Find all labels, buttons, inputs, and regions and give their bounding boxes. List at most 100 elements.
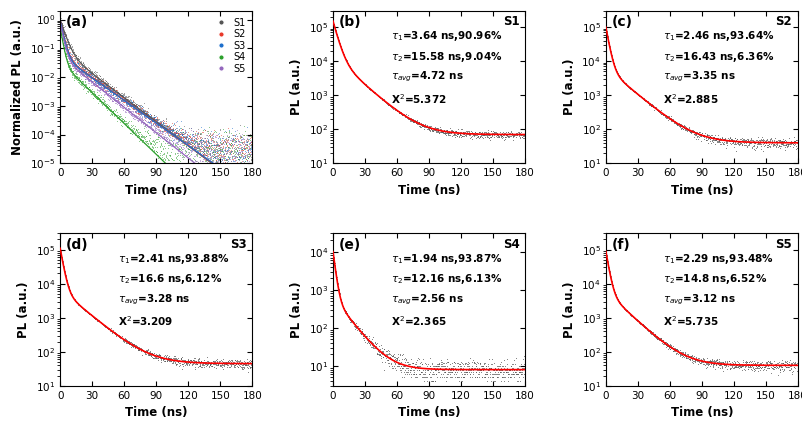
Point [786,140,799,146]
Point [115,122,128,129]
Point [65,54,78,61]
Point [217,158,229,165]
Point [200,137,213,144]
Point [679,351,692,358]
Point [135,135,148,142]
Point [472,359,484,366]
Point [107,108,119,115]
Point [476,130,488,137]
Point [236,147,249,154]
Point [622,84,635,91]
Point [610,291,622,298]
Point [67,74,80,81]
Point [160,123,172,129]
Point [170,117,183,124]
Point [175,129,188,136]
Point [184,360,196,367]
Point [102,80,115,87]
Point [87,88,99,95]
Point [140,127,153,134]
Point [617,304,630,311]
Point [54,16,67,23]
Point [514,132,527,139]
Point [385,359,398,366]
Point [744,135,757,142]
Point [623,84,636,91]
Point [732,361,745,368]
Point [375,95,388,102]
Point [687,129,699,136]
Point [334,44,347,51]
Point [117,95,130,102]
Point [100,84,113,91]
Point [464,364,477,371]
Point [362,338,375,345]
Point [206,358,219,364]
Point [62,59,75,66]
Point [683,355,695,362]
Point [449,133,462,140]
Point [408,117,421,124]
Point [216,361,229,368]
Point [456,366,468,373]
Point [87,70,99,77]
Point [203,150,216,157]
Point [366,343,379,350]
Point [623,310,636,317]
Point [139,135,152,142]
Point [696,131,709,138]
Point [217,138,229,145]
Point [168,131,181,138]
Point [387,358,400,365]
Point [76,305,89,312]
Point [659,111,672,118]
Point [214,146,227,153]
Point [176,139,189,146]
Point [134,136,147,143]
Point [180,358,192,365]
Point [447,366,460,373]
Point [683,123,695,130]
Point [172,356,185,363]
Point [176,153,188,160]
Point [457,130,470,137]
Point [197,147,210,154]
Point [135,346,148,353]
Point [91,76,104,83]
Point [733,140,746,147]
Point [55,249,67,255]
Point [437,128,450,135]
Point [117,103,130,110]
Point [81,308,94,315]
Point [464,132,476,139]
Point [102,86,115,93]
Point [434,371,447,378]
Point [64,43,77,50]
Point [164,358,177,364]
Point [450,127,463,134]
Point [707,361,719,368]
Point [148,116,161,123]
Point [217,358,229,365]
Point [198,361,211,368]
Point [102,92,115,99]
Point [735,363,748,370]
Point [191,160,204,167]
Point [503,366,516,373]
Point [162,127,175,134]
Point [225,125,238,132]
Point [487,130,500,137]
Point [62,62,75,69]
Point [206,149,219,156]
Point [126,102,139,109]
Point [609,291,622,298]
Point [671,347,684,354]
Point [695,129,708,136]
Point [412,371,425,378]
Point [188,145,200,152]
Point [704,133,717,140]
Point [628,315,641,322]
Point [379,351,392,358]
Point [80,71,93,78]
Point [129,106,142,112]
